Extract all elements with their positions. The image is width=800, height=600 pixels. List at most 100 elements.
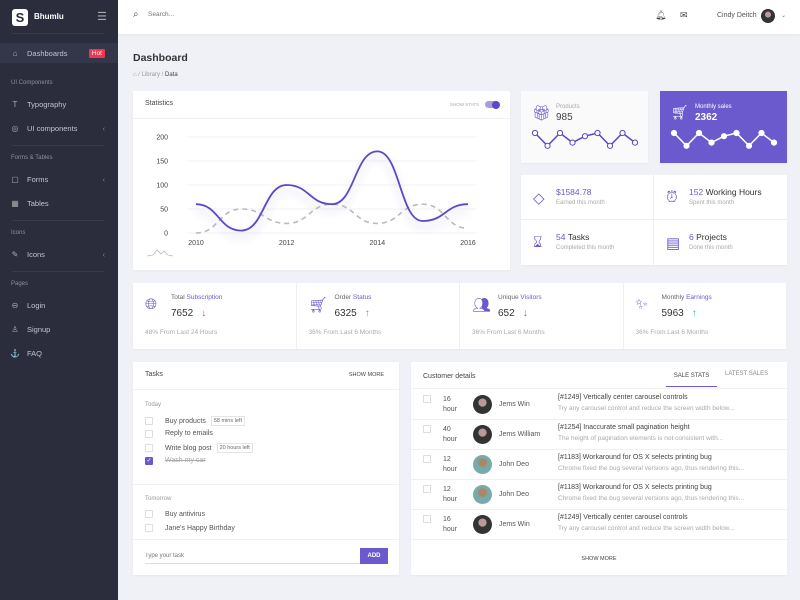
- task-checkbox[interactable]: [145, 429, 153, 438]
- tab-sale-stats[interactable]: SALE STATS: [666, 371, 717, 387]
- table-row[interactable]: 40 hour Jems William [#1254] Inaccurate sma…: [411, 420, 787, 450]
- sidebar-item-icons[interactable]: ✎ Icons ‹: [0, 244, 118, 264]
- issue-title[interactable]: [#1183] Workaround for OS X selects prin…: [558, 454, 712, 461]
- mail-icon[interactable]: ✉: [680, 10, 688, 20]
- hot-badge: Hot: [88, 48, 105, 58]
- sidebar-item-login[interactable]: ⊖ Login: [0, 295, 118, 315]
- hourglass-icon: ⌛︎: [533, 234, 543, 251]
- issue-title[interactable]: [#1183] Workaround for OS X selects prin…: [558, 484, 712, 491]
- stat-sub: Completed this month: [556, 245, 615, 251]
- row-time: 40 hour: [443, 426, 458, 443]
- row-time: 12 hour: [443, 486, 458, 503]
- task-checkbox[interactable]: [145, 444, 153, 452]
- series-line-1: [195, 203, 469, 234]
- task-item[interactable]: Reply to emails: [145, 429, 213, 438]
- search-input[interactable]: [148, 11, 348, 18]
- time-left-badge: 20 hours left: [216, 443, 253, 453]
- task-text: Jane's Happy Birthday: [165, 524, 235, 532]
- stat-value: 6: [689, 232, 694, 242]
- task-input[interactable]: [145, 548, 360, 564]
- sidebar-item-label: Tables: [27, 198, 49, 208]
- stat-suffix: Projects: [696, 232, 727, 242]
- sidebar-item-signup[interactable]: ♙ Signup: [0, 319, 118, 339]
- issue-title[interactable]: [#1249] Vertically center carousel contr…: [558, 394, 688, 401]
- show-stats-toggle[interactable]: [485, 100, 500, 109]
- products-label: Products: [556, 104, 580, 110]
- diamond-icon: ◇: [533, 190, 545, 207]
- home-icon: ⌂: [12, 48, 18, 58]
- row-time: 12 hour: [443, 456, 458, 473]
- row-checkbox[interactable]: [423, 425, 431, 433]
- task-checkbox[interactable]: [145, 417, 153, 425]
- sidebar-item-forms[interactable]: ▢ Forms ‹: [0, 169, 118, 189]
- monthly-sales-value: 2362: [695, 112, 718, 123]
- issue-desc: Chrome fixed the bug several versions ag…: [558, 495, 745, 502]
- sidebar-item-typography[interactable]: T Typography: [0, 94, 118, 114]
- search-icon: ⌕: [133, 9, 139, 20]
- stat-sub: Earned this month: [556, 200, 605, 206]
- toggle-label: SHOW STATS: [450, 102, 480, 107]
- x-tick-label: 2014: [370, 240, 386, 247]
- chevron-down-icon[interactable]: ⌄: [781, 13, 787, 19]
- sidebar-item-label: Dashboards: [27, 48, 68, 58]
- arrow-up-icon: ↑: [691, 308, 697, 319]
- task-checkbox[interactable]: ✓: [145, 456, 153, 465]
- table-row[interactable]: 12 hour John Deo [#1183] Workaround for OS …: [411, 450, 787, 480]
- divider: [12, 33, 104, 34]
- kpi-3: ✨︎ Monthly Earnings 5963 ↑ 36% From Last 6 M…: [624, 283, 787, 349]
- kpi-0: 🌐︎ Total Subscription 7652 ↓ 48% From Last 2…: [133, 283, 297, 349]
- kpi-footer: 36% From Last 6 Months: [635, 329, 709, 336]
- series-line-0: [195, 150, 469, 232]
- bell-icon[interactable]: 🔔︎: [655, 10, 667, 20]
- arrow-down-icon: ↓: [201, 308, 207, 319]
- sparkline-point: [594, 129, 601, 137]
- kpi-footer: 48% From Last 24 Hours: [145, 329, 218, 336]
- issue-title[interactable]: [#1249] Vertically center carousel contr…: [558, 514, 688, 521]
- table-row[interactable]: 16 hour Jems Win [#1249] Vertically center …: [411, 390, 787, 420]
- home-icon[interactable]: ⌂: [133, 72, 137, 78]
- breadcrumb-library[interactable]: Library: [141, 72, 160, 78]
- monthly-sales-sparkline: [670, 129, 778, 149]
- task-item[interactable]: Buy products 58 mins left: [145, 416, 245, 426]
- logo: S: [12, 9, 28, 26]
- row-checkbox[interactable]: [423, 485, 431, 493]
- show-more-button[interactable]: SHOW MORE: [348, 372, 384, 378]
- avatar: [473, 395, 492, 414]
- sparkline-point: [619, 129, 626, 137]
- task-item[interactable]: Buy antivirus: [145, 510, 205, 518]
- task-checkbox[interactable]: [145, 524, 153, 532]
- tasks-stat: ⌛︎ 54 Tasks Completed this month: [521, 220, 654, 265]
- stat-sub: Spent this month: [689, 200, 735, 206]
- sidebar-item-faq[interactable]: ⚓ FAQ: [0, 343, 118, 363]
- type-icon: T: [12, 99, 18, 109]
- task-item[interactable]: ✓ Wash my car: [145, 456, 206, 465]
- kpi-title: Order Status: [334, 294, 372, 301]
- projects-stat: ▤ 6 Projects Done this month: [654, 220, 787, 265]
- customer-name: Jems Win: [499, 521, 530, 528]
- tab-latest-sales[interactable]: LATEST SALES: [725, 371, 769, 377]
- table-row[interactable]: 16 hour Jems Win [#1249] Vertically center …: [411, 510, 787, 540]
- stat-value: $1584.78: [556, 187, 592, 197]
- sidebar-item-dashboards[interactable]: ⌂ Dashboards Hot: [0, 43, 118, 63]
- show-more-button[interactable]: SHOW MORE: [581, 556, 617, 562]
- row-checkbox[interactable]: [423, 515, 431, 523]
- sidebar-item-tables[interactable]: ▦ Tables: [0, 193, 118, 213]
- top-header: ⌕ 🔔︎ ✉ Cindy Deitch ⌄: [118, 0, 800, 34]
- section-icons: Icons: [11, 230, 26, 236]
- add-task-button[interactable]: ADD: [360, 548, 388, 564]
- issue-title[interactable]: [#1254] Inaccurate small pagination heig…: [558, 424, 690, 431]
- sidebar-item-ui-components[interactable]: ◎ UI components ‹: [0, 118, 118, 138]
- menu-icon[interactable]: ☰: [97, 11, 107, 23]
- task-item[interactable]: Write blog post 20 hours left: [145, 443, 253, 453]
- divider: [12, 145, 104, 146]
- task-item[interactable]: Jane's Happy Birthday: [145, 524, 235, 532]
- task-checkbox[interactable]: [145, 510, 153, 518]
- page-title: Dashboard: [133, 52, 188, 64]
- row-checkbox[interactable]: [423, 395, 431, 403]
- tomorrow-label: Tomorrow: [145, 496, 172, 502]
- user-name[interactable]: Cindy Deitch: [717, 12, 757, 19]
- row-checkbox[interactable]: [423, 455, 431, 463]
- avatar[interactable]: [761, 9, 775, 23]
- table-row[interactable]: 12 hour John Deo [#1183] Workaround for OS …: [411, 480, 787, 510]
- sparkline-point: [708, 139, 715, 146]
